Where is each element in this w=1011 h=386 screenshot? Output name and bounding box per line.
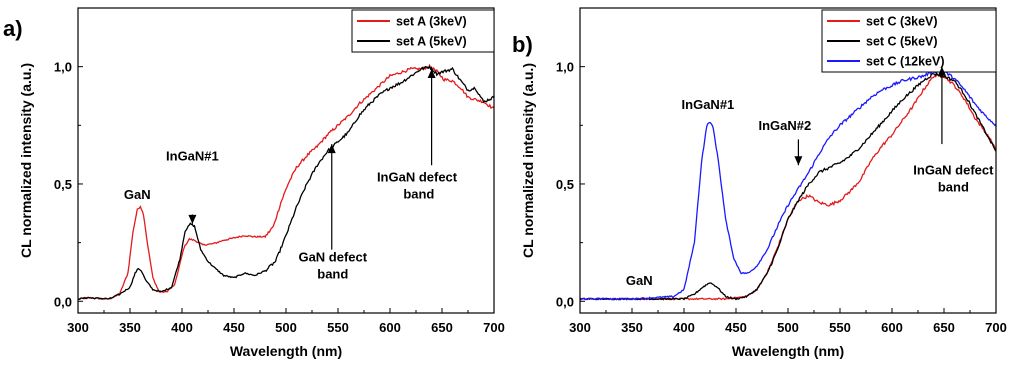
x-tick-label: 550 [829,320,851,335]
annotation-label: GaN [124,187,151,202]
x-tick-label: 550 [327,320,349,335]
annotation-line: InGaN defect [377,170,458,185]
annotation-label: InGaN defect band [913,163,994,195]
annotation-line: band [938,180,969,195]
series-line-1 [78,63,494,300]
annotation-label: GaN [626,273,653,288]
x-axis-title: Wavelength (nm) [732,343,844,359]
legend-label: set C (3keV) [866,15,938,29]
series-line-2 [78,65,494,301]
y-tick-label: 0,0 [556,294,574,309]
legend-label: set C (12keV) [866,55,945,69]
x-tick-label: 400 [171,320,193,335]
annotation-line: GaN defect [298,249,367,264]
annotation-arrowhead [327,144,336,154]
annotation-arrowhead [937,66,946,76]
annotation-arrowhead [188,214,197,224]
y-tick-label: 0,0 [54,294,72,309]
annotation-label: InGaN#1 [682,97,735,112]
x-tick-label: 500 [777,320,799,335]
x-tick-label: 350 [621,320,643,335]
series-line-2 [580,72,996,301]
series-line-1 [580,74,996,301]
annotation-line: GaN [626,273,653,288]
chart-panel-b: b) 300 350 400 450 500 550 600 650 700 0,0 0,5 1,0 Wa… [512,7,1007,359]
x-tick-label: 450 [725,320,747,335]
x-tick-label: 350 [119,320,141,335]
annotation-label: GaN defect band [298,249,367,281]
x-tick-label: 650 [933,320,955,335]
y-tick-label: 0,5 [54,177,72,192]
chart-panel-a: a) 300 350 400 450 500 550 600 650 700 0,0 0,5 1,0 Wa… [3,7,505,359]
y-tick-label: 1,0 [556,60,574,75]
annotation-label: InGaN#2 [759,118,812,133]
annotation-label: InGaN#1 [166,149,219,164]
legend-label: set C (5keV) [866,35,938,49]
x-tick-label: 700 [483,320,505,335]
panel-label: b) [512,32,533,57]
y-axis-title: CL normalized intensity (a.u.) [18,63,34,258]
x-tick-label: 500 [275,320,297,335]
x-tick-label: 600 [379,320,401,335]
y-axis-title: CL normalized intensity (a.u.) [520,63,536,258]
x-tick-label: 300 [67,320,89,335]
x-tick-label: 700 [985,320,1007,335]
y-tick-label: 0,5 [556,177,574,192]
annotation-line: band [400,187,435,202]
x-tick-label: 300 [569,320,591,335]
annotation-label: InGaN defect band [377,170,458,202]
annotation-line: InGaN#1 [682,97,735,112]
legend-box [351,9,495,53]
x-tick-label: 400 [673,320,695,335]
legend-label: set A (3keV) [396,15,467,29]
annotation-line: InGaN#1 [166,149,219,164]
series-line-3 [580,69,996,301]
annotation-arrowhead [794,156,803,166]
annotation-arrowhead [427,69,436,78]
x-tick-label: 650 [431,320,453,335]
x-tick-label: 450 [223,320,245,335]
y-tick-label: 1,0 [54,60,72,75]
x-axis-title: Wavelength (nm) [230,343,342,359]
annotation-line: band [317,266,348,281]
annotation-line: InGaN#2 [759,118,812,133]
legend-label: set A (5keV) [396,35,467,49]
annotation-line: GaN [124,187,151,202]
panel-label: a) [3,16,23,41]
x-tick-label: 600 [881,320,903,335]
annotation-line: InGaN defect [913,163,994,178]
